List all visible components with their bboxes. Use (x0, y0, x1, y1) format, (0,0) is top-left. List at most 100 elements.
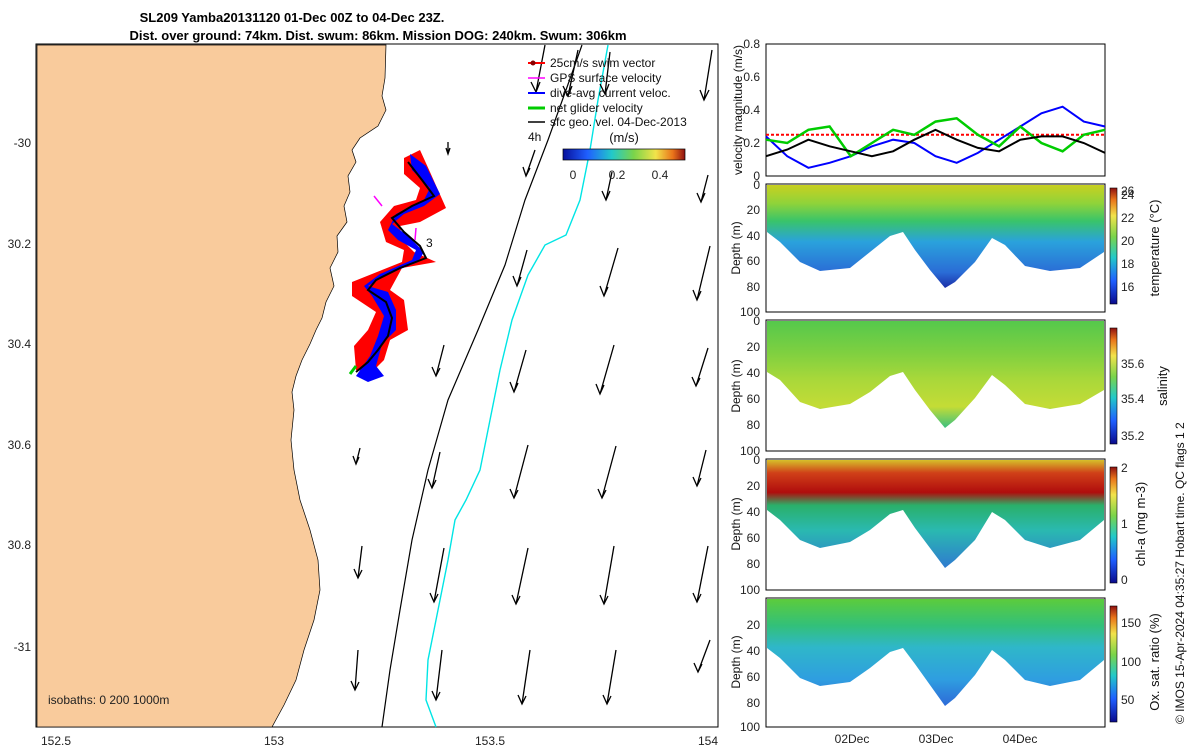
gps-arrow-2 (414, 227, 417, 241)
legend-net: net glider velocity (528, 101, 643, 115)
map-x-tick: 153.5 (475, 734, 505, 748)
map-colorbar-tick: 0 (570, 168, 577, 182)
velocity-y-tick: 0 (753, 169, 760, 183)
imos-side-note: © IMOS 15-Apr-2024 04:35:27 Hobart time.… (1173, 422, 1187, 724)
velocity-series (765, 105, 1106, 169)
salinity-cbar-label: salinity (1155, 366, 1170, 406)
sal-y-tick: 80 (747, 418, 761, 432)
temperature-cbar-label: temperature (°C) (1147, 200, 1162, 297)
oxygen-ylabel: Depth (m) (729, 635, 743, 688)
velocity-series-line-1 (765, 105, 1106, 169)
chla-y-tick: 60 (747, 531, 761, 545)
velocity-y-tick: 0.8 (743, 37, 760, 51)
net-velocity-start (348, 365, 358, 375)
temp-y-tick: 60 (747, 254, 761, 268)
glider-path (355, 161, 436, 373)
temp-y-tick: 100 (740, 305, 760, 319)
sfc-arrow (692, 545, 709, 604)
salinity-cbar-ticks: 35.2 35.4 35.6 (1121, 357, 1145, 443)
sal-cbar-tick: 35.4 (1121, 392, 1145, 406)
sfc-arrow (599, 247, 619, 298)
temperature-ylabel: Depth (m) (729, 221, 743, 274)
ox-cbar-tick: 50 (1121, 693, 1135, 707)
temperature-panel: 0 20 40 60 80 100 Depth (m) 16 18 20 22 … (729, 178, 1162, 319)
time-ticks: 02Dec 03Dec 04Dec (835, 732, 1038, 746)
sal-y-tick: 20 (747, 340, 761, 354)
sfc-arrow (601, 171, 613, 202)
chla-colorbar (1109, 466, 1118, 584)
map-y-tick: -30 (14, 136, 32, 150)
legend-dive: dive-avg current veloc. (528, 86, 671, 100)
chla-ylabel: Depth (m) (729, 497, 743, 550)
ox-y-tick: 20 (747, 618, 761, 632)
temp-y-tick: 0 (753, 178, 760, 192)
salinity-y-ticks: 0 20 40 60 80 100 (740, 314, 760, 458)
map-colorbar-tick: 0.4 (652, 168, 669, 182)
map-y-tick: 30.8 (8, 538, 32, 552)
time-tick: 02Dec (835, 732, 870, 746)
sfc-arrow (599, 545, 615, 606)
track-label-3: 3 (426, 236, 433, 250)
map-y-tick: -31 (14, 640, 32, 654)
salinity-panel: 0 20 40 60 80 100 Depth (m) 35.2 35.4 35… (729, 314, 1170, 458)
sfc-arrow (692, 449, 707, 488)
chla-panel: 0 20 40 60 80 100 Depth (m) 0 1 2 chl-a … (729, 453, 1148, 597)
oxygen-section (767, 599, 1104, 706)
velocity-ylabel: velocity magnitude (m/s) (731, 45, 745, 175)
isobath-200 (381, 44, 583, 728)
velocity-y-tick: 0.4 (743, 103, 760, 117)
sfc-arrow (353, 545, 363, 580)
sfc-arrow (696, 174, 709, 204)
chla-y-tick: 20 (747, 479, 761, 493)
sfc-arrow (429, 547, 445, 604)
sfc-arrow (595, 344, 615, 396)
temp-cbar-tick: 24 (1121, 188, 1135, 202)
sfc-arrow (699, 49, 713, 102)
sal-cbar-tick: 35.6 (1121, 357, 1145, 371)
velocity-y-tick: 0.2 (743, 136, 760, 150)
sfc-arrow (509, 444, 529, 500)
ox-y-tick: 40 (747, 644, 761, 658)
isobaths-note: isobaths: 0 200 1000m (48, 693, 169, 707)
sfc-arrow (517, 649, 531, 706)
sfc-arrow (599, 51, 611, 96)
sal-cbar-tick: 35.2 (1121, 429, 1145, 443)
legend-gps-label: GPS surface velocity (550, 71, 661, 85)
map-x-tick: 153 (264, 734, 284, 748)
map-x-tick: 154 (698, 734, 718, 748)
oxygen-colorbar (1109, 605, 1118, 723)
temp-cbar-tick: 20 (1121, 234, 1135, 248)
sfc-arrow (431, 344, 445, 378)
legend-swim: 25cm/s swim vector (528, 56, 655, 70)
velocity-series-line-2 (765, 116, 1106, 158)
legend-net-label: net glider velocity (550, 101, 643, 115)
sfc-arrow (431, 649, 443, 702)
oxygen-cbar-label: Ox. sat. ratio (%) (1147, 613, 1162, 711)
map-colorbar: (m/s) 0 0.2 0.4 (562, 130, 686, 182)
chla-y-tick: 40 (747, 505, 761, 519)
ox-cbar-tick: 150 (1121, 616, 1141, 630)
glider-track: 3 (348, 150, 446, 382)
temp-y-tick: 80 (747, 280, 761, 294)
chla-cbar-tick: 2 (1121, 461, 1128, 475)
velocity-y-ticks: 0 0.2 0.4 0.6 0.8 (743, 37, 760, 183)
map-legend: 25cm/s swim vector GPS surface velocity … (528, 56, 687, 144)
sal-y-tick: 100 (740, 444, 760, 458)
sfc-arrow (352, 447, 361, 466)
time-tick: 03Dec (919, 732, 954, 746)
oxygen-y-ticks: 20 40 60 80 100 (740, 618, 760, 734)
sfc-arrow (562, 49, 579, 98)
temp-cbar-tick: 16 (1121, 280, 1135, 294)
title-line-1: SL209 Yamba20131120 01-Dec 00Z to 04-Dec… (140, 10, 445, 25)
temperature-colorbar (1109, 187, 1118, 305)
chla-cbar-tick: 1 (1121, 517, 1128, 531)
map-colorbar-tick: 0.2 (609, 168, 626, 182)
legend-swim-label: 25cm/s swim vector (550, 56, 655, 70)
temperature-y-ticks: 0 20 40 60 80 100 (740, 178, 760, 319)
legend-gps: GPS surface velocity (528, 71, 661, 85)
sfc-arrow (350, 649, 360, 692)
legend-sfc: sfc geo. vel. 04-Dec-2013 (528, 115, 687, 129)
chla-cbar-ticks: 0 1 2 (1121, 461, 1128, 587)
isobath-1000 (425, 44, 609, 728)
velocity-frame (765, 43, 1106, 177)
